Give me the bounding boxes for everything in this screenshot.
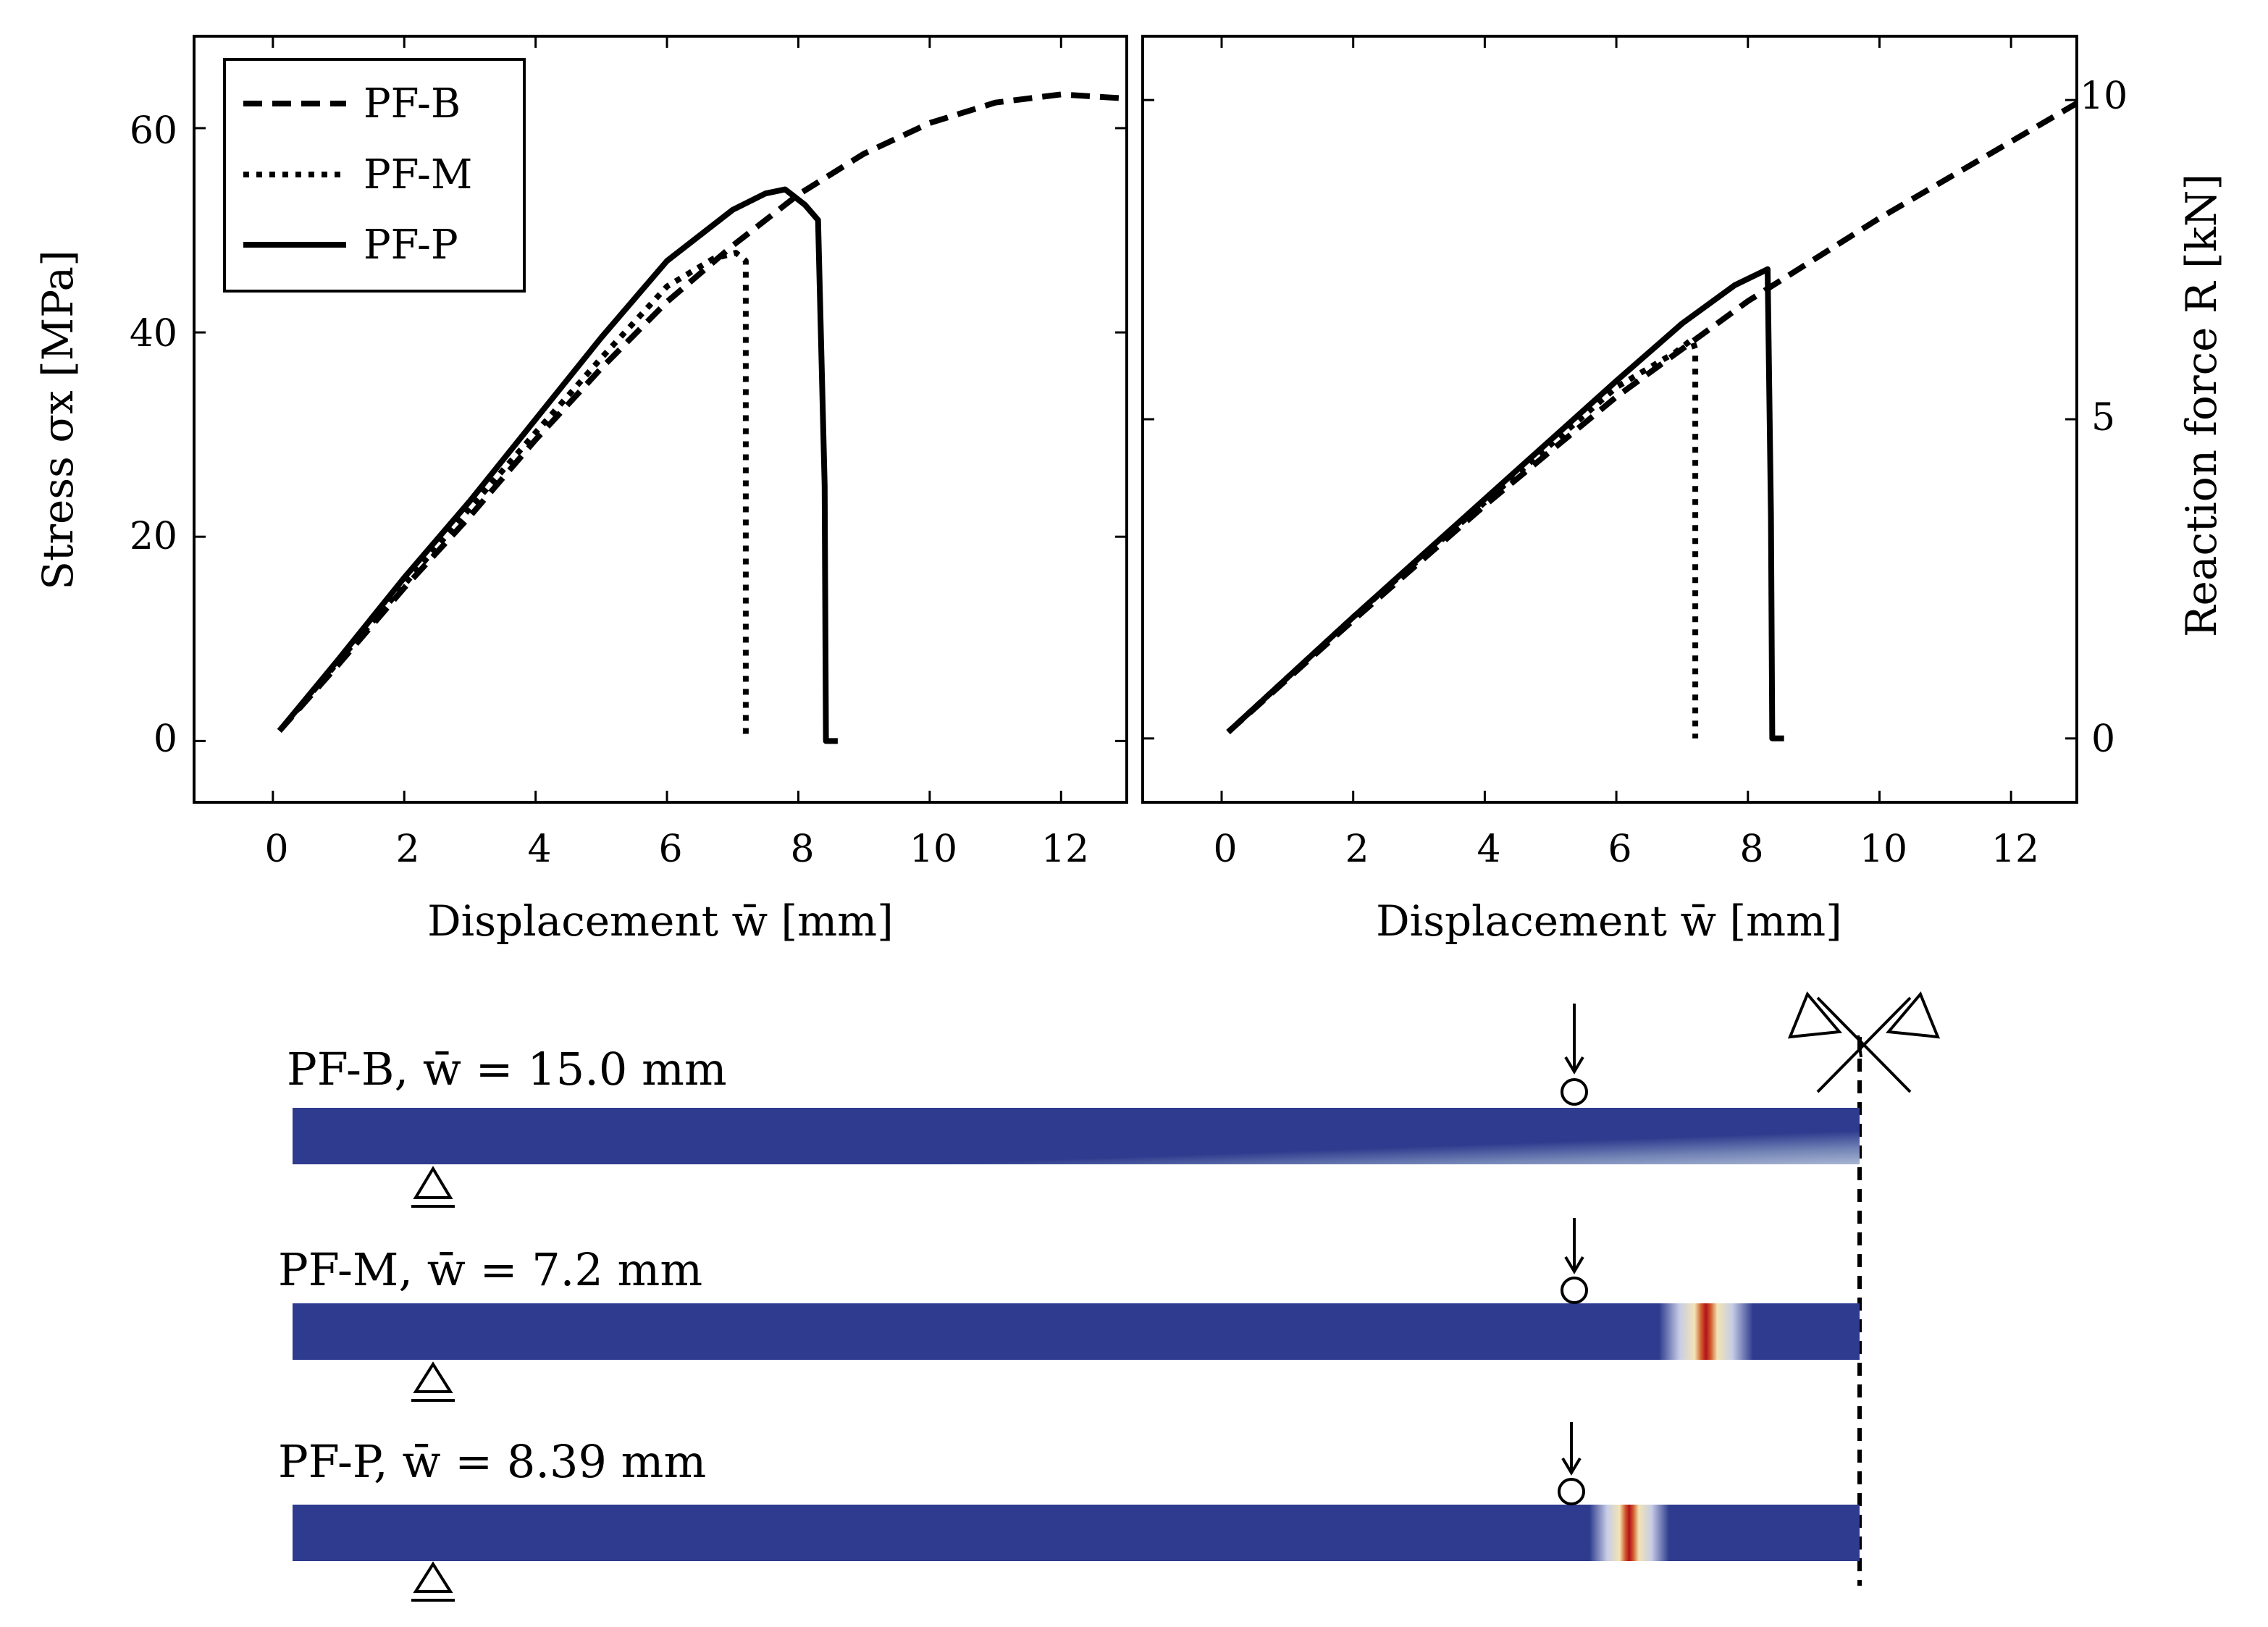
support-triangle	[411, 1166, 455, 1208]
series-line-pf-b	[1226, 101, 2077, 734]
x-axis-label-right: Displacement w̄ [mm]	[1376, 896, 1842, 946]
stress-chart: 0 2 4 6 8 10 12 0 20 40 60 Displacement …	[33, 35, 1128, 946]
x-axis-label-left: Displacement w̄ [mm]	[427, 896, 894, 946]
load-arrow	[1558, 1422, 1585, 1505]
xtick-label: 4	[1477, 828, 1500, 871]
series-line-pf-p	[277, 186, 838, 744]
xtick-label: 12	[1041, 828, 1089, 871]
load-arrow	[1561, 1004, 1588, 1106]
ytick-label: 10	[2080, 75, 2128, 118]
series-line-pf-m	[1226, 336, 1699, 739]
support-triangle	[411, 1361, 455, 1402]
series-line-pf-m	[277, 250, 749, 741]
xtick-label: 2	[1345, 828, 1369, 871]
ytick-label: 0	[154, 718, 177, 761]
xtick-label: 6	[658, 828, 682, 871]
beam-label-pf-p: PF-P, w̄ = 8.39 mm	[278, 1435, 706, 1488]
beam-pf-m	[293, 1303, 1860, 1360]
xtick-label: 8	[1739, 828, 1763, 871]
beam-label-pf-m: PF-M, w̄ = 7.2 mm	[278, 1243, 702, 1296]
beam-pf-b	[293, 1108, 1860, 1164]
xtick-label: 4	[527, 828, 551, 871]
beam-label-pf-b: PF-B, w̄ = 15.0 mm	[287, 1043, 727, 1096]
crack-band-pf-p	[1589, 1505, 1669, 1561]
xtick-label: 10	[910, 828, 957, 871]
legend: PF-B PF-M PF-P	[223, 58, 526, 293]
ytick-label: 5	[2091, 396, 2115, 440]
y-axis-label-left: Stress σx [MPa]	[33, 250, 83, 589]
xtick-label: 6	[1608, 828, 1631, 871]
y-axis-label-right: Reaction force R [kN]	[2177, 174, 2226, 637]
xtick-label: 12	[1991, 828, 2039, 871]
legend-label-pf-b: PF-B	[364, 80, 461, 127]
legend-label-pf-p: PF-P	[364, 222, 458, 269]
xtick-label: 0	[1213, 828, 1237, 871]
xtick-label: 8	[790, 828, 814, 871]
series-line-pf-p	[1226, 266, 1784, 741]
symmetry-support-symbol	[1787, 991, 1941, 1093]
force-series-group	[1226, 101, 2077, 741]
support-triangle	[411, 1561, 455, 1602]
plot-frame-left	[193, 35, 1128, 804]
ytick-label: 20	[130, 515, 177, 558]
series-line-pf-b	[277, 91, 1127, 733]
ytick-label: 40	[130, 312, 177, 356]
xtick-label: 2	[395, 828, 419, 871]
load-arrow	[1561, 1218, 1588, 1304]
ytick-label: 60	[130, 109, 177, 153]
stress-series-group	[277, 91, 1127, 744]
ytick-label: 0	[2091, 718, 2115, 761]
crack-band-pf-m	[1658, 1303, 1753, 1360]
legend-label-pf-m: PF-M	[364, 151, 472, 198]
xtick-label: 0	[264, 828, 288, 871]
beam-illustrations: PF-B, w̄ = 15.0 mm PF-M, w̄ = 7.2 mm PF-…	[278, 991, 1941, 1602]
plot-frame-right	[1141, 35, 2078, 804]
xtick-label: 10	[1860, 828, 1907, 871]
reaction-force-chart: 0 2 4 6 8 10 12 0 5 10 Displacement w̄ […	[1141, 35, 2226, 946]
